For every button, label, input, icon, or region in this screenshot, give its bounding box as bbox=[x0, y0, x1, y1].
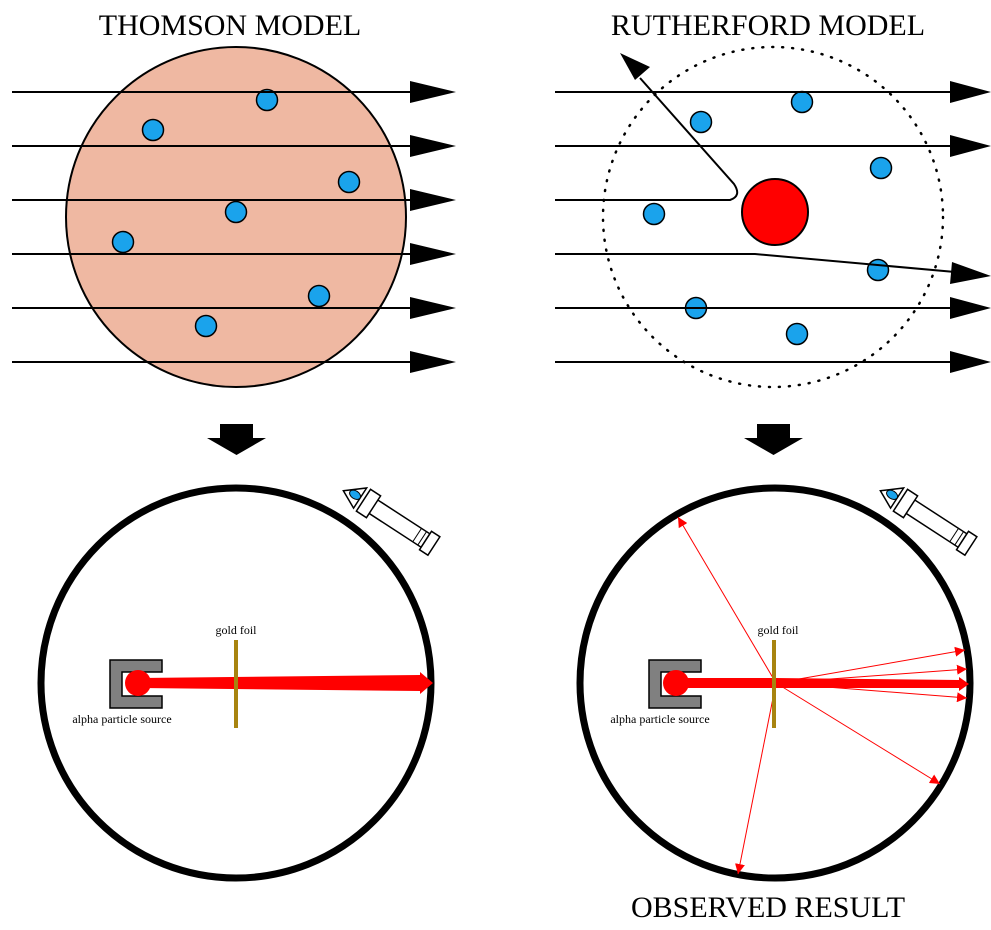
alpha-source-label: alpha particle source bbox=[610, 712, 709, 726]
electron bbox=[790, 90, 814, 114]
thomson-model-title: THOMSON MODEL bbox=[99, 9, 362, 42]
gold-foil-label: gold foil bbox=[216, 623, 258, 637]
scattered-ray bbox=[775, 682, 941, 785]
electron bbox=[194, 314, 218, 338]
arrowhead-icon bbox=[950, 81, 991, 103]
microscope-icon bbox=[879, 487, 978, 557]
thomson-experiment-setup: gold foil alpha particle source bbox=[37, 484, 441, 882]
electron bbox=[224, 200, 248, 224]
alpha-beam bbox=[140, 675, 420, 691]
thomson-alpha-paths bbox=[12, 81, 456, 373]
rutherford-atom-diagram bbox=[555, 45, 991, 389]
electron bbox=[141, 118, 165, 142]
gold-foil bbox=[234, 640, 238, 728]
thomson-electrons bbox=[111, 88, 361, 338]
rutherford-atom-boundary bbox=[601, 45, 945, 389]
electron bbox=[337, 170, 361, 194]
scattered-ray bbox=[775, 646, 966, 684]
arrowhead-icon bbox=[410, 81, 456, 103]
rutherford-experiment-setup: gold foil alpha particle source bbox=[576, 484, 978, 882]
scattered-ray bbox=[677, 516, 777, 684]
source-housing bbox=[109, 659, 163, 709]
electron bbox=[869, 156, 893, 180]
arrowhead-icon bbox=[950, 297, 991, 319]
electron bbox=[866, 258, 890, 282]
detector-screen bbox=[576, 484, 974, 882]
thomson-atom-diagram bbox=[12, 46, 456, 388]
arrowhead-icon bbox=[410, 189, 456, 211]
arrowhead-icon bbox=[410, 351, 456, 373]
gold-foil bbox=[772, 640, 776, 728]
beam-arrowhead-icon bbox=[959, 677, 969, 691]
down-arrow-icon bbox=[207, 424, 266, 455]
electron bbox=[642, 202, 666, 226]
scattered-alpha-rays bbox=[677, 516, 968, 875]
arrowhead-icon bbox=[950, 135, 991, 157]
alpha-beam bbox=[678, 678, 775, 688]
alpha-particle bbox=[125, 670, 151, 696]
electron bbox=[785, 322, 809, 346]
source-housing bbox=[648, 659, 702, 709]
alpha-path-deflected bbox=[555, 253, 956, 273]
arrowhead-icon bbox=[410, 135, 456, 157]
observed-result-title: OBSERVED RESULT bbox=[631, 891, 905, 924]
alpha-source-label: alpha particle source bbox=[72, 712, 171, 726]
arrowhead-icon bbox=[950, 262, 991, 284]
arrowhead-icon bbox=[410, 243, 456, 265]
arrowhead-icon bbox=[410, 297, 456, 319]
arrowhead-icon bbox=[620, 53, 650, 80]
rutherford-alpha-paths bbox=[555, 53, 991, 373]
scattered-ray bbox=[735, 682, 777, 875]
alpha-particle bbox=[663, 670, 689, 696]
alpha-path-backscattered bbox=[555, 77, 739, 201]
down-arrow-icon bbox=[744, 424, 803, 455]
electron bbox=[689, 110, 713, 134]
electron bbox=[255, 88, 279, 112]
microscope-icon bbox=[342, 487, 441, 557]
beam-arrowhead-icon bbox=[420, 672, 433, 694]
gold-foil-label: gold foil bbox=[758, 623, 800, 637]
electron bbox=[307, 284, 331, 308]
alpha-beam bbox=[775, 678, 960, 688]
arrowhead-icon bbox=[950, 351, 991, 373]
rutherford-model-title: RUTHERFORD MODEL bbox=[611, 9, 925, 42]
electron bbox=[111, 230, 135, 254]
nucleus bbox=[741, 178, 809, 246]
